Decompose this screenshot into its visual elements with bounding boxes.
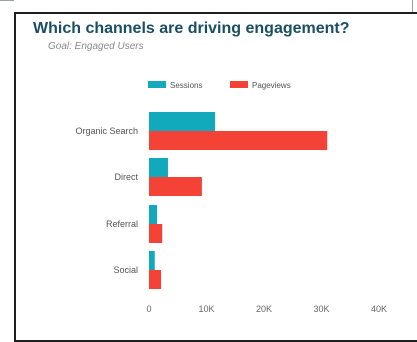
legend-label-pageviews: Pageviews	[252, 81, 291, 90]
chart-title: Which channels are driving engagement?	[33, 20, 350, 37]
bar-pageviews-organic-search[interactable]	[149, 131, 328, 150]
chart-card	[14, 12, 417, 342]
x-tick-label: 0	[146, 304, 151, 314]
bar-sessions-social[interactable]	[149, 251, 155, 270]
screenshot-edge-line	[0, 0, 14, 1]
screenshot-edge-line	[412, 0, 413, 14]
x-tick-label: 10K	[198, 304, 214, 314]
bar-pageviews-direct[interactable]	[149, 177, 202, 196]
x-tick-label: 40K	[371, 304, 387, 314]
bar-sessions-organic-search[interactable]	[149, 112, 216, 131]
bar-sessions-direct[interactable]	[149, 158, 168, 177]
bar-pageviews-social[interactable]	[149, 270, 162, 289]
legend-label-sessions: Sessions	[170, 81, 202, 90]
x-tick-label: 20K	[256, 304, 272, 314]
category-label: Direct	[114, 172, 138, 182]
bar-chart: Sessions Pageviews Organic Search Direct Ref…	[75, 81, 387, 314]
legend-swatch-sessions	[148, 81, 166, 88]
x-tick-label: 30K	[313, 304, 329, 314]
bar-pageviews-referral[interactable]	[149, 224, 163, 243]
chart-subtitle: Goal: Engaged Users	[48, 41, 144, 52]
legend-swatch-pageviews	[230, 81, 248, 88]
category-label: Referral	[106, 219, 138, 229]
category-label: Social	[113, 265, 138, 275]
category-label: Organic Search	[75, 126, 138, 136]
bar-sessions-referral[interactable]	[149, 205, 158, 224]
